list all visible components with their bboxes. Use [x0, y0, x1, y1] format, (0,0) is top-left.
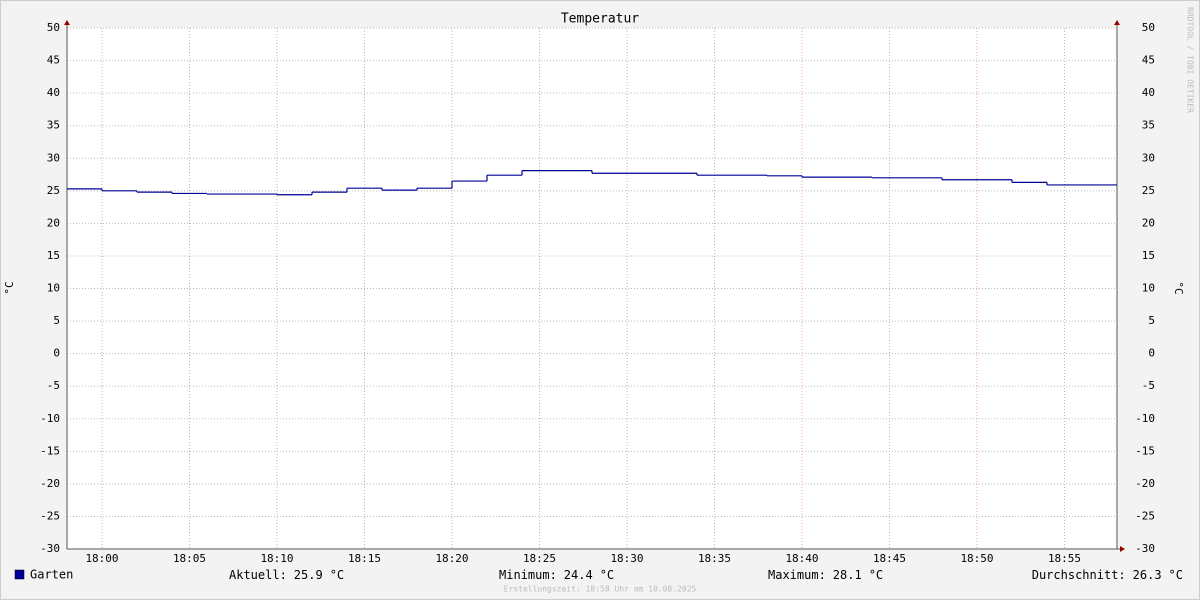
x-tick-label: 18:55 [1048, 552, 1081, 565]
stat-unit: °C [330, 568, 344, 582]
axis-arrow [1120, 546, 1125, 552]
y2-tick-label: 30 [1142, 151, 1155, 164]
x-tick-label: 18:10 [260, 552, 293, 565]
y2-tick-label: -20 [1135, 477, 1155, 490]
stat-value: 24.4 [564, 568, 593, 582]
x-tick-label: 18:00 [85, 552, 118, 565]
stat: Durchschnitt: 26.3 °C [1032, 568, 1183, 582]
y2-tick-label: 25 [1142, 184, 1155, 197]
stat: Maximum: 28.1 °C [768, 568, 883, 582]
y2-tick-label: 5 [1148, 314, 1155, 327]
x-tick-label: 18:40 [785, 552, 818, 565]
y-tick-label: 30 [47, 151, 60, 164]
x-tick-label: 18:50 [960, 552, 993, 565]
y-tick-label: -15 [40, 444, 60, 457]
y-tick-label: 20 [47, 216, 60, 229]
y-tick-label: 0 [53, 347, 60, 360]
y-tick-label: 15 [47, 249, 60, 262]
y-tick-label: 10 [47, 282, 60, 295]
axis-arrow [64, 20, 70, 25]
stat-value: 28.1 [833, 568, 862, 582]
y-tick-label: 45 [47, 54, 60, 67]
stat-label: Maximum: [768, 568, 826, 582]
y-tick-label: -10 [40, 412, 60, 425]
stat: Minimum: 24.4 °C [499, 568, 614, 582]
y2-axis-label: °C [1172, 281, 1185, 294]
stat-unit: °C [869, 568, 883, 582]
y2-tick-label: -5 [1142, 379, 1155, 392]
y-tick-label: 25 [47, 184, 60, 197]
y-tick-label: 40 [47, 86, 60, 99]
y-tick-label: -20 [40, 477, 60, 490]
y-axis-label: °C [3, 281, 16, 294]
chart-title: Temperatur [561, 12, 639, 27]
stat: Aktuell: 25.9 °C [229, 568, 344, 582]
y2-tick-label: -10 [1135, 412, 1155, 425]
y2-tick-label: 0 [1148, 347, 1155, 360]
x-tick-label: 18:20 [435, 552, 468, 565]
y2-tick-label: -25 [1135, 509, 1155, 522]
y-tick-label: -30 [40, 542, 60, 555]
y-tick-label: 50 [47, 21, 60, 34]
y-tick-label: 5 [53, 314, 60, 327]
x-tick-label: 18:25 [523, 552, 556, 565]
y2-tick-label: 40 [1142, 86, 1155, 99]
footer: Erstellungszeit: 18:58 Uhr am 10.08.2025 [504, 585, 697, 594]
y2-tick-label: 20 [1142, 216, 1155, 229]
stat-label: Aktuell: [229, 568, 287, 582]
legend-swatch [14, 569, 25, 580]
y2-tick-label: -15 [1135, 444, 1155, 457]
stat-label: Minimum: [499, 568, 557, 582]
x-tick-label: 18:35 [698, 552, 731, 565]
stat-label: Durchschnitt: [1032, 568, 1126, 582]
y2-tick-label: -30 [1135, 542, 1155, 555]
y2-tick-label: 10 [1142, 282, 1155, 295]
y-tick-label: 35 [47, 119, 60, 132]
axis-arrow [1114, 20, 1120, 25]
x-tick-label: 18:30 [610, 552, 643, 565]
x-tick-label: 18:05 [173, 552, 206, 565]
y-tick-label: -5 [47, 379, 60, 392]
legend-label: Garten [30, 568, 73, 582]
watermark: RRDTOOL / TOBI OETIKER [1186, 7, 1195, 113]
stat-unit: °C [600, 568, 614, 582]
stat-value: 26.3 [1133, 568, 1162, 582]
x-tick-label: 18:15 [348, 552, 381, 565]
y2-tick-label: 45 [1142, 54, 1155, 67]
x-tick-label: 18:45 [873, 552, 906, 565]
y2-tick-label: 35 [1142, 119, 1155, 132]
stat-unit: °C [1169, 568, 1183, 582]
y2-tick-label: 15 [1142, 249, 1155, 262]
y-tick-label: -25 [40, 509, 60, 522]
y2-tick-label: 50 [1142, 21, 1155, 34]
stat-value: 25.9 [294, 568, 323, 582]
